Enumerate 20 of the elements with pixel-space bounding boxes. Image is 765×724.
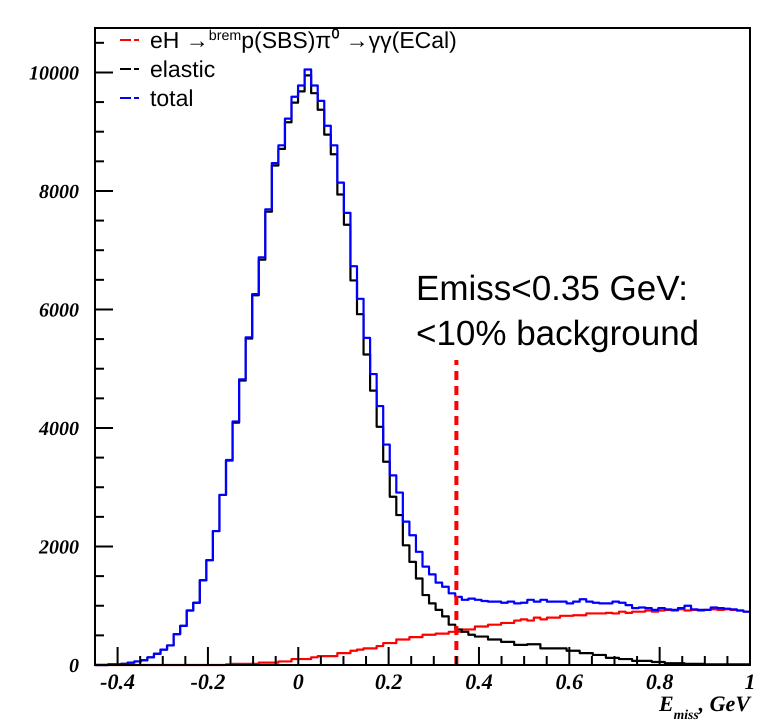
x-tick-label: -0.2	[190, 669, 226, 694]
x-tick-label: 0.4	[465, 669, 493, 694]
x-tick-label: -0.4	[100, 669, 135, 694]
x-axis-title: E$_{miss}$, GeV	[658, 691, 752, 722]
x-tick-label: 0.6	[556, 669, 584, 694]
legend-label: eH →$^{brem}$p(SBS)π⁰ →γγ(ECal)	[150, 27, 457, 53]
y-tick-label: 0	[69, 655, 79, 677]
legend-label: total	[150, 85, 194, 111]
annotation: <10% background	[416, 314, 700, 353]
x-tick-label: 0.8	[646, 669, 674, 694]
y-tick-label: 6000	[39, 299, 79, 322]
y-tick-label: 4000	[38, 418, 79, 440]
legend-label: elastic	[150, 56, 216, 82]
x-tick-label: 0	[292, 669, 304, 694]
annotation: Emiss<0.35 GeV:	[416, 269, 688, 308]
x-tick-label: 0.2	[374, 669, 402, 694]
y-tick-label: 8000	[39, 180, 79, 203]
x-tick-label: 1	[744, 669, 756, 694]
y-tick-label: 2000	[38, 536, 79, 558]
y-tick-label: 10000	[29, 62, 79, 84]
